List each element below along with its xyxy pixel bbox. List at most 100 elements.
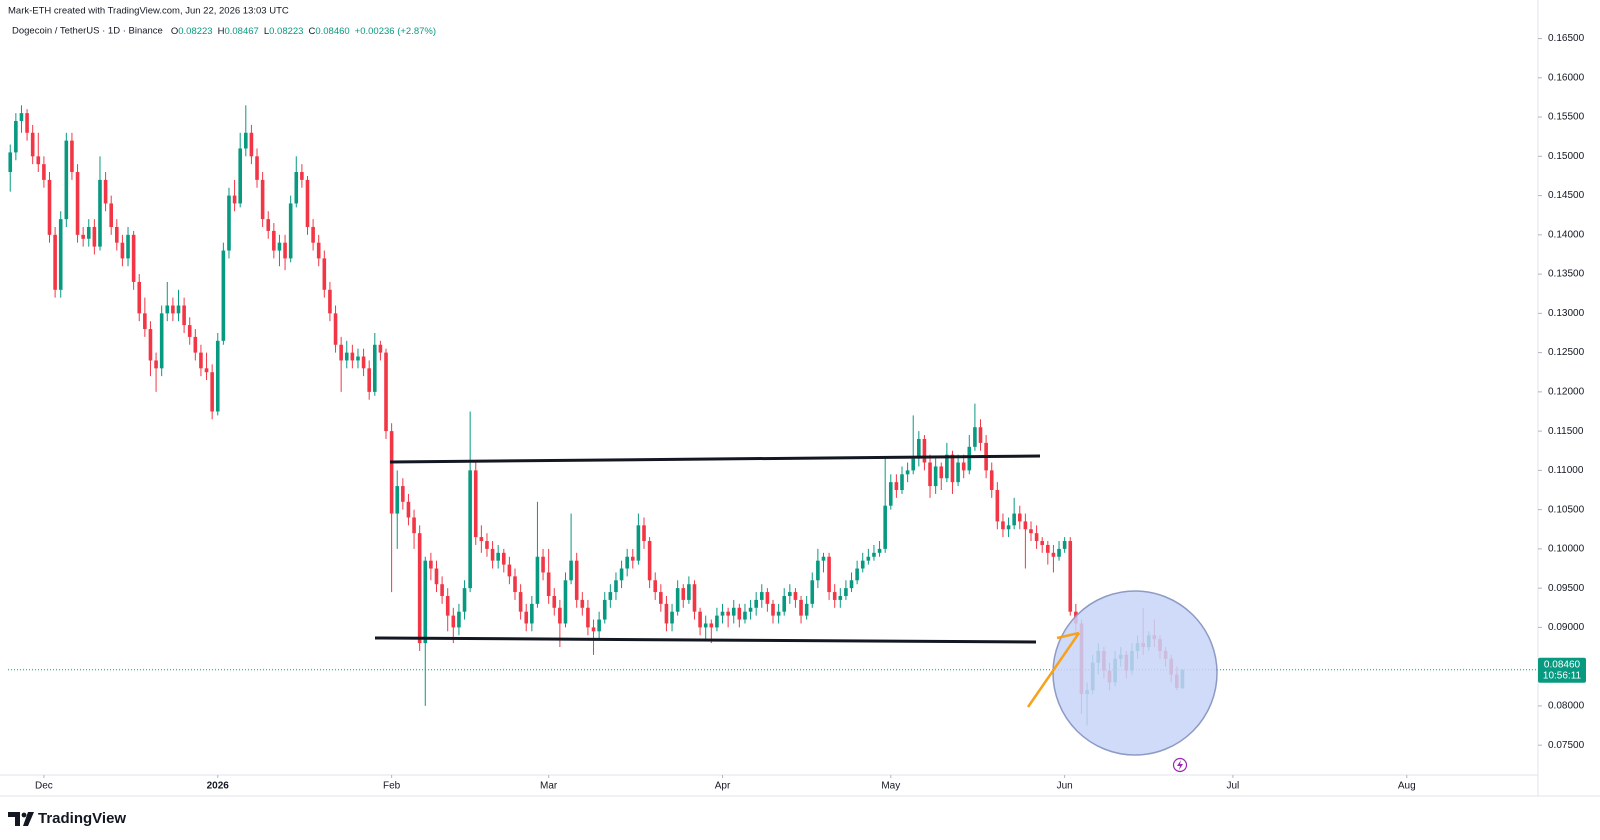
candle-body — [872, 552, 876, 557]
candle-body — [58, 219, 63, 290]
candle-body — [888, 482, 893, 506]
candle-body — [328, 289, 332, 314]
y-tick-label: 0.15500 — [1548, 112, 1585, 123]
y-tick-label: 0.11000 — [1548, 465, 1584, 476]
x-tick-label: Dec — [35, 781, 53, 792]
candle-body — [1001, 521, 1005, 530]
candle-body — [109, 203, 113, 227]
candle-body — [844, 588, 848, 596]
candle-body — [1034, 533, 1039, 542]
candle-body — [832, 592, 837, 600]
candle-body — [316, 242, 321, 259]
logo[interactable]: TradingView — [8, 810, 126, 827]
y-tick-label: 0.08000 — [1548, 701, 1585, 712]
candle-body — [653, 580, 658, 593]
candle-body — [950, 454, 955, 483]
candle-body — [726, 611, 730, 616]
ohlc-value: 0.08460 — [315, 26, 349, 37]
candle-body — [238, 148, 242, 204]
highlight-circle[interactable] — [1052, 590, 1218, 756]
y-tick-label: 0.11500 — [1548, 426, 1584, 437]
candle-body — [288, 203, 293, 259]
candle-body — [131, 234, 136, 282]
change: +0.00236 (+2.87%) — [355, 26, 436, 37]
candle-body — [300, 172, 304, 180]
candle-body — [771, 603, 775, 616]
candle-body — [580, 599, 585, 608]
y-tick-label: 0.09500 — [1548, 583, 1585, 594]
arrow-line[interactable] — [1026, 632, 1081, 708]
candle-body — [204, 368, 209, 373]
candle-body — [19, 113, 24, 121]
candle-body — [849, 580, 854, 589]
candle-body — [154, 360, 158, 369]
candle-body — [473, 470, 478, 538]
candle-body — [647, 541, 652, 581]
candle-body — [395, 486, 400, 514]
candle-body — [776, 611, 781, 616]
candle-body — [782, 595, 787, 612]
candle-body — [877, 548, 882, 553]
candle-body — [126, 234, 130, 259]
candle-body — [973, 427, 977, 447]
logo-dot — [21, 812, 27, 818]
candle-body — [260, 179, 265, 220]
candle-body — [401, 486, 405, 502]
y-tick-label: 0.10000 — [1548, 544, 1585, 555]
candle-body — [625, 556, 629, 569]
candle-body — [333, 313, 338, 345]
candle-body — [619, 568, 624, 581]
candle-body — [367, 368, 371, 392]
candle-body — [423, 560, 428, 644]
candle-body — [709, 623, 714, 628]
candle-body — [283, 242, 287, 259]
candle-body — [933, 466, 938, 487]
candle-body — [642, 525, 646, 542]
candle-body — [692, 584, 697, 612]
candle-body — [417, 533, 422, 644]
candle-body — [47, 179, 52, 235]
candle-body — [630, 556, 635, 561]
candle-body — [389, 431, 394, 514]
candle-body — [754, 599, 758, 608]
candle-body — [569, 560, 573, 581]
arrow-head[interactable] — [1056, 631, 1080, 640]
candle-body — [137, 281, 142, 314]
y-tick-label: 0.13000 — [1548, 308, 1585, 319]
y-tick-label: 0.13500 — [1548, 269, 1585, 280]
candle-body — [485, 541, 489, 549]
candle-body — [1006, 525, 1011, 530]
candle-body — [558, 607, 562, 624]
candle-body — [277, 242, 282, 251]
candle-body — [1029, 529, 1033, 534]
logo-mark — [8, 812, 20, 826]
candle-body — [715, 615, 719, 628]
candle-body — [199, 352, 203, 369]
candle-body — [255, 156, 259, 180]
candle-body — [339, 344, 343, 361]
candle-body — [412, 517, 416, 534]
candle-body — [681, 588, 686, 600]
candle-body — [457, 611, 461, 628]
candle-body — [614, 580, 618, 593]
candle-body — [939, 466, 944, 479]
candle-body — [272, 230, 276, 251]
resistance-line[interactable] — [389, 454, 1041, 464]
candle-body — [159, 313, 164, 369]
candle-body — [378, 344, 383, 353]
symbol[interactable]: Dogecoin / TetherUS · 1D · Binance — [12, 26, 163, 37]
y-tick-label: 0.16000 — [1548, 72, 1585, 83]
candle-body — [698, 611, 702, 628]
support-line[interactable] — [374, 636, 1037, 644]
ohlc-key: C — [308, 26, 315, 37]
candle-body — [507, 564, 512, 577]
candle-body — [524, 611, 529, 624]
candle-body — [866, 556, 871, 561]
candle-body — [513, 576, 517, 593]
candle-body — [1062, 541, 1067, 549]
candle-body — [350, 352, 355, 361]
candle-body — [591, 627, 596, 632]
y-tick-label: 0.14000 — [1548, 229, 1585, 240]
candle-body — [384, 352, 388, 432]
